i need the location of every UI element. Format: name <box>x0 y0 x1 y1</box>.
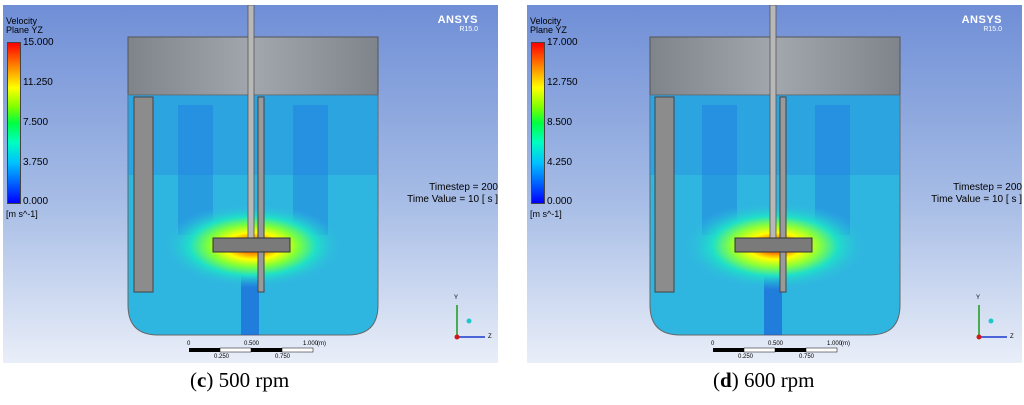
time-value-label: Time Value = 10 [ s ] <box>931 194 1022 205</box>
time-value-label: Time Value = 10 [ s ] <box>407 194 498 205</box>
shaft <box>769 5 777 246</box>
time-info: Timestep = 200 Time Value = 10 [ s ] <box>407 182 498 206</box>
impeller <box>734 237 813 253</box>
scale-label: 0.250 <box>214 354 230 360</box>
baffle-right <box>257 96 265 293</box>
legend-tick: 15.000 <box>23 37 54 48</box>
legend-tick: 17.000 <box>547 37 578 48</box>
shaft <box>247 5 255 246</box>
scale-label: 0.750 <box>799 354 815 360</box>
colorbar <box>531 42 545 204</box>
axis-z-label: Z <box>488 334 492 340</box>
legend-title: Velocity Plane YZ <box>530 16 567 35</box>
caption-c: (c) 500 rpm <box>190 368 290 392</box>
ansys-logo: ANSYS R15.0 <box>961 14 1002 33</box>
legend-unit: [m s^-1] <box>530 209 562 219</box>
axis-z-label: Z <box>1010 334 1014 340</box>
ansys-logo: ANSYS R15.0 <box>437 14 478 33</box>
baffle-left <box>654 96 675 293</box>
scale-unit: (m) <box>841 341 850 347</box>
scale-label: 0 <box>187 341 191 347</box>
legend-tick: 11.250 <box>23 77 53 88</box>
legend-unit: [m s^-1] <box>6 209 38 219</box>
timestep-label: Timestep = 200 <box>953 182 1022 193</box>
axis-y-label: Y <box>976 295 981 301</box>
legend-tick: 8.500 <box>547 117 573 128</box>
legend-tick: 7.500 <box>23 117 49 128</box>
legend-tick: 3.750 <box>23 157 49 168</box>
baffle-left <box>133 96 154 293</box>
timestep-label: Timestep = 200 <box>429 182 498 193</box>
scale-label: 0 <box>711 341 715 347</box>
legend-tick: 12.750 <box>547 77 578 88</box>
tank-velocity-contour <box>127 5 485 353</box>
scale-label: 0.750 <box>275 354 291 360</box>
legend-tick: 4.250 <box>547 157 573 168</box>
legend-tick: 0.000 <box>547 196 573 207</box>
scale-label: 1.000 <box>303 341 319 347</box>
scale-label: 0.500 <box>768 341 784 347</box>
simulation-panel-c: Velocity Plane YZ 15.000 11.250 7.500 3.… <box>3 5 498 363</box>
scale-unit: (m) <box>317 341 326 347</box>
axis-y-label: Y <box>454 295 459 301</box>
legend-tick: 0.000 <box>23 196 49 207</box>
legend-title: Velocity Plane YZ <box>6 16 43 35</box>
impeller <box>212 237 291 253</box>
simulation-panel-d: Velocity Plane YZ 17.000 12.750 8.500 4.… <box>527 5 1022 363</box>
scale-label: 1.000 <box>827 341 843 347</box>
tank-velocity-contour <box>649 5 1007 353</box>
scale-label: 0.250 <box>738 354 754 360</box>
scale-label: 0.500 <box>244 341 260 347</box>
caption-d: (d) 600 rpm <box>713 368 815 392</box>
time-info: Timestep = 200 Time Value = 10 [ s ] <box>931 182 1022 206</box>
baffle-right <box>779 96 787 293</box>
colorbar <box>7 42 21 204</box>
